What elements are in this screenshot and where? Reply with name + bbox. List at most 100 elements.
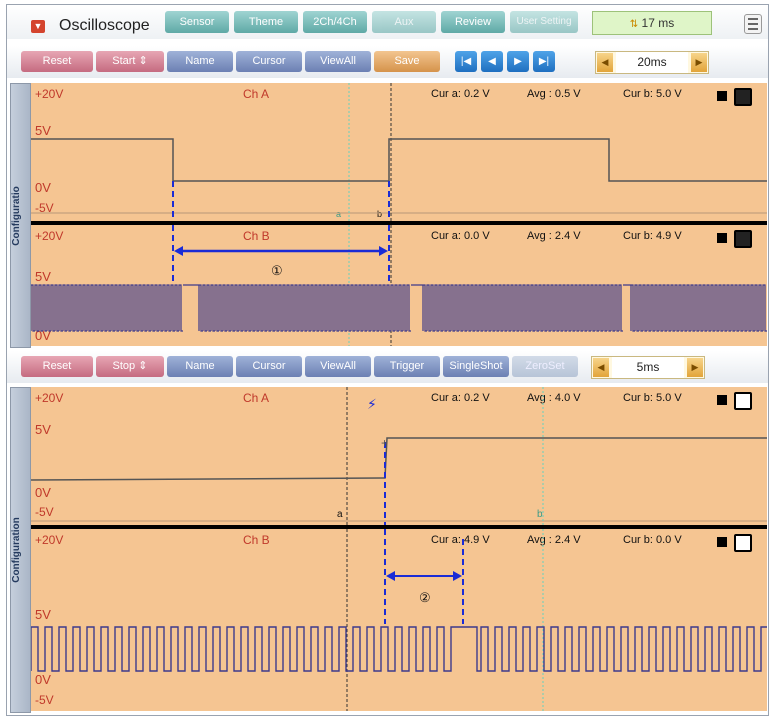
dropdown-arrow-icon[interactable]: ▼ [31,20,45,33]
tab-user-setting: User Setting [510,11,578,33]
channel-b-trace-top [31,225,767,346]
side-label-bottom: Configuration [11,517,22,583]
channel-b-plot-top[interactable]: +20V Ch B Cur a: 0.0 V Avg : 2.4 V Cur b… [31,225,767,346]
y-label-minus5v: -5V [35,505,54,519]
first-frame-button[interactable]: |◀ [455,51,477,72]
tab-2ch-4ch[interactable]: 2Ch/4Ch [303,11,367,33]
previous-frame-button[interactable]: ◀ [481,51,503,72]
channel-name: Ch B [243,533,270,547]
timebase-value-bottom: 5ms [612,357,684,378]
cursor-b-marker: b [537,509,543,520]
channel-a-trace-top [31,83,767,221]
y-label-0v: 0V [35,328,51,343]
bottom-toolbar: Reset Stop ⇕ Name Cursor ViewAll Trigger… [7,351,768,383]
average-readout: Avg : 2.4 V [527,230,581,242]
save-button[interactable]: Save [374,51,440,72]
top-toolbar: Reset Start ⇕ Name Cursor ViewAll Save |… [7,46,768,78]
channel-color-icon [717,233,727,243]
y-label-0v: 0V [35,485,51,500]
svg-text:+: + [381,436,388,450]
viewall-button[interactable]: ViewAll [305,356,371,377]
cursor-b-readout: Cur b: 5.0 V [623,392,682,404]
trigger-button[interactable]: Trigger [374,356,440,377]
channel-b-trace-bottom [31,529,767,711]
last-frame-button[interactable]: ▶| [533,51,555,72]
channel-name: Ch A [243,391,270,405]
channel-b-plot-bottom[interactable]: +20V Ch B Cur a: 4.9 V Avg : 2.4 V Cur b… [31,529,767,711]
channel-name: Ch B [243,229,270,243]
cursor-b-readout: Cur b: 0.0 V [623,534,682,546]
cursor-b-readout: Cur b: 5.0 V [623,88,682,100]
range-label: +20V [35,229,64,243]
next-frame-button[interactable]: ▶ [507,51,529,72]
cursor-b-readout: Cur b: 4.9 V [623,230,682,242]
average-readout: Avg : 4.0 V [527,392,581,404]
speed-icon: ⇅ [629,19,639,30]
cursor-a-readout: Cur a: 0.0 V [431,230,490,242]
timebase-stepper-bottom[interactable]: ◀ 5ms ▶ [591,356,705,379]
increase-arrow-icon[interactable]: ▶ [687,358,703,377]
range-label: +20V [35,87,64,101]
menu-icon[interactable] [744,14,762,34]
channel-divider-bottom [31,525,767,529]
y-label-5v: 5V [35,607,51,622]
annotation-1: ① [271,263,283,278]
name-button[interactable]: Name [167,356,233,377]
y-label-5v: 5V [35,269,51,284]
configuration-side-tab-bottom[interactable]: Configuration [10,387,31,713]
configuration-side-tab-top[interactable]: Configuratio [10,83,31,348]
stop-button[interactable]: Stop ⇕ [96,356,164,377]
side-label-top: Configuratio [11,185,22,246]
reset-button[interactable]: Reset [21,51,93,72]
name-button[interactable]: Name [167,51,233,72]
tab-aux: Aux [372,11,436,33]
channel-toggle-icon[interactable] [734,88,752,106]
average-readout: Avg : 2.4 V [527,534,581,546]
channel-a-plot-bottom[interactable]: +20V Ch A Cur a: 0.2 V Avg : 4.0 V Cur b… [31,387,767,525]
timebase-stepper-top[interactable]: ◀ 20ms ▶ [595,51,709,74]
annotation-2: ② [419,590,431,605]
channel-toggle-icon[interactable] [734,392,752,410]
app-title: Oscilloscope [59,17,150,34]
y-label-minus5v: -5V [35,693,54,707]
tab-sensor[interactable]: Sensor [165,11,229,33]
zeroset-button: ZeroSet [512,356,578,377]
range-label: +20V [35,533,64,547]
decrease-arrow-icon[interactable]: ◀ [593,358,609,377]
decrease-arrow-icon[interactable]: ◀ [597,53,613,72]
channel-color-icon [717,537,727,547]
cursor-a-readout: Cur a: 0.2 V [431,88,490,100]
channel-color-icon [717,91,727,101]
frame-time-value: 17 ms [641,16,675,30]
channel-toggle-icon[interactable] [734,534,752,552]
channel-a-trace-bottom: + ⚡ [31,387,767,525]
channel-toggle-icon[interactable] [734,230,752,248]
cursor-b-marker: b [377,209,383,219]
reset-button[interactable]: Reset [21,356,93,377]
tab-review[interactable]: Review [441,11,505,33]
cursor-button[interactable]: Cursor [236,356,302,377]
start-label: Start [112,55,136,67]
oscilloscope-window: ▼ Oscilloscope Sensor Theme 2Ch/4Ch Aux … [6,4,769,716]
frame-time-display: ⇅ 17 ms [592,11,712,35]
range-label: +20V [35,391,64,405]
increase-arrow-icon[interactable]: ▶ [691,53,707,72]
channel-a-plot-top[interactable]: +20V Ch A Cur a: 0.2 V Avg : 0.5 V Cur b… [31,83,767,221]
start-button[interactable]: Start ⇕ [96,51,164,72]
cursor-a-readout: Cur a: 4.9 V [431,534,490,546]
y-label-0v: 0V [35,672,51,687]
cursor-a-marker: a [337,509,343,520]
spinner-icon: ⇕ [138,55,148,67]
timebase-value-top: 20ms [616,52,688,73]
cursor-a-marker: a [336,209,342,219]
cursor-button[interactable]: Cursor [236,51,302,72]
singleshot-button[interactable]: SingleShot [443,356,509,377]
title-bar: ▼ Oscilloscope Sensor Theme 2Ch/4Ch Aux … [7,5,768,39]
cursor-a-readout: Cur a: 0.2 V [431,392,490,404]
y-label-5v: 5V [35,123,51,138]
y-label-minus5v: -5V [35,201,54,215]
y-label-0v: 0V [35,180,51,195]
channel-divider-top [31,221,767,225]
tab-theme[interactable]: Theme [234,11,298,33]
viewall-button[interactable]: ViewAll [305,51,371,72]
